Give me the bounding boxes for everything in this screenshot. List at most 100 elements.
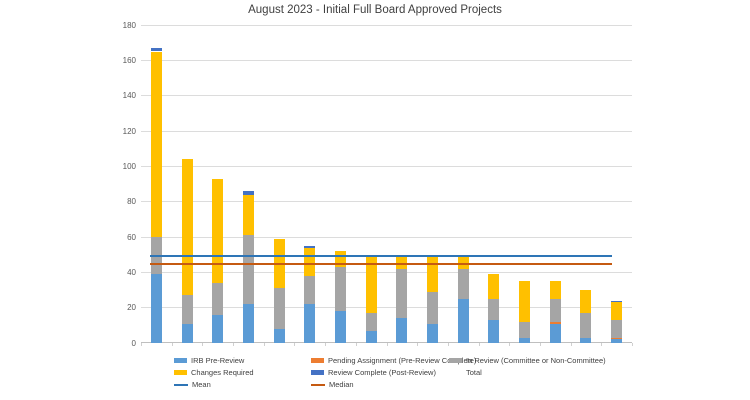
- x-axis-tick: [233, 343, 235, 346]
- gridline: [141, 307, 632, 309]
- bar-segment: [611, 302, 623, 321]
- x-axis-tick: [325, 343, 327, 346]
- bar-segment: [611, 300, 623, 303]
- bar-segment: [396, 254, 408, 269]
- legend-item: Review Complete (Post-Review): [311, 367, 436, 378]
- bar-segment: [488, 274, 500, 299]
- bar-segment: [457, 256, 469, 269]
- plot-area: [141, 24, 633, 346]
- legend-label: Pending Assignment (Pre-Review Complete): [328, 356, 477, 365]
- x-axis-tick: [417, 343, 419, 346]
- bar-segment: [181, 295, 193, 324]
- bar-segment: [611, 337, 623, 340]
- bar-segment: [580, 290, 592, 313]
- legend-swatch-icon: [311, 358, 324, 363]
- legend-swatch-icon: [174, 358, 187, 363]
- bar-segment: [212, 178, 224, 283]
- bar-segment: [334, 251, 346, 268]
- y-axis-label: 20: [127, 303, 136, 313]
- gridline: [141, 236, 632, 238]
- x-axis-tick: [141, 343, 142, 346]
- median-line: [150, 263, 612, 266]
- gridline: [141, 95, 632, 97]
- gridline: [141, 165, 632, 167]
- bar-segment: [273, 288, 285, 329]
- bar-segment: [549, 298, 561, 322]
- gridline: [141, 24, 632, 26]
- bar-segment: [304, 304, 316, 343]
- bar-segment: [150, 47, 162, 52]
- bar-segment: [427, 323, 439, 343]
- bar-segment: [396, 318, 408, 343]
- y-axis-label: 100: [122, 161, 136, 171]
- x-axis-line: [141, 342, 632, 343]
- x-axis-tick: [570, 343, 572, 346]
- legend-label: Median: [329, 380, 354, 389]
- legend-item: IRB Pre-Review: [174, 355, 244, 366]
- bar-segment: [304, 247, 316, 276]
- chart-title: August 2023 - Initial Full Board Approve…: [248, 4, 502, 16]
- bar-segment: [457, 298, 469, 343]
- bar-segment: [334, 267, 346, 312]
- bar-segment: [549, 321, 561, 324]
- bar-segment: [488, 320, 500, 343]
- legend-item: Total: [449, 367, 482, 378]
- bar-segment: [181, 323, 193, 343]
- legend-item: In Review (Committee or Non-Committee): [449, 355, 606, 366]
- bar-segment: [549, 281, 561, 299]
- bar-segment: [580, 337, 592, 343]
- bar-segment: [488, 298, 500, 321]
- x-axis-tick: [263, 343, 265, 346]
- bar-segment: [519, 321, 531, 338]
- x-axis-tick: [539, 343, 541, 346]
- gridline: [141, 201, 632, 203]
- bar-segment: [334, 311, 346, 343]
- x-axis-tick: [478, 343, 480, 346]
- x-axis-tick: [632, 343, 633, 346]
- bar-segment: [365, 256, 377, 313]
- legend-item: Mean: [174, 379, 211, 390]
- gridline: [141, 59, 632, 61]
- gridline: [141, 130, 632, 132]
- y-axis-label: 160: [122, 55, 136, 65]
- bar-segment: [549, 323, 561, 343]
- legend-item: Median: [311, 379, 354, 390]
- bar-segment: [396, 268, 408, 319]
- bar-segment: [365, 312, 377, 331]
- legend-label: Review Complete (Post-Review): [328, 368, 436, 377]
- x-axis-tick: [509, 343, 511, 346]
- bar-segment: [150, 274, 162, 343]
- bar-segment: [304, 275, 316, 305]
- bar-segment: [242, 304, 254, 343]
- bar-segment: [519, 281, 531, 322]
- bar-segment: [212, 314, 224, 343]
- x-axis-tick: [202, 343, 204, 346]
- legend-line-icon: [174, 383, 188, 386]
- legend-item: Pending Assignment (Pre-Review Complete): [311, 355, 476, 366]
- bar-segment: [427, 256, 439, 292]
- bar-segment: [273, 328, 285, 343]
- bar-segment: [150, 51, 162, 237]
- x-axis-tick: [386, 343, 388, 346]
- bar-segment: [212, 282, 224, 315]
- x-axis-tick: [294, 343, 296, 346]
- bar-segment: [365, 330, 377, 343]
- legend-swatch-icon: [311, 370, 324, 375]
- mean-line: [150, 255, 612, 258]
- y-axis-label: 80: [127, 197, 136, 207]
- y-axis-label: 0: [131, 338, 136, 348]
- x-axis-tick: [601, 343, 603, 346]
- bar-segment: [611, 320, 623, 338]
- legend-item: Changes Required: [174, 367, 254, 378]
- y-axis-label: 120: [122, 126, 136, 136]
- bar-segment: [457, 268, 469, 299]
- bar-segment: [242, 194, 254, 236]
- legend-swatch-icon: [174, 370, 187, 375]
- legend-label: Changes Required: [191, 368, 254, 377]
- bar-segment: [580, 312, 592, 338]
- bar-segment: [427, 291, 439, 324]
- bar-segment: [242, 191, 254, 195]
- x-axis-tick: [447, 343, 449, 346]
- legend-label: Total: [466, 368, 482, 377]
